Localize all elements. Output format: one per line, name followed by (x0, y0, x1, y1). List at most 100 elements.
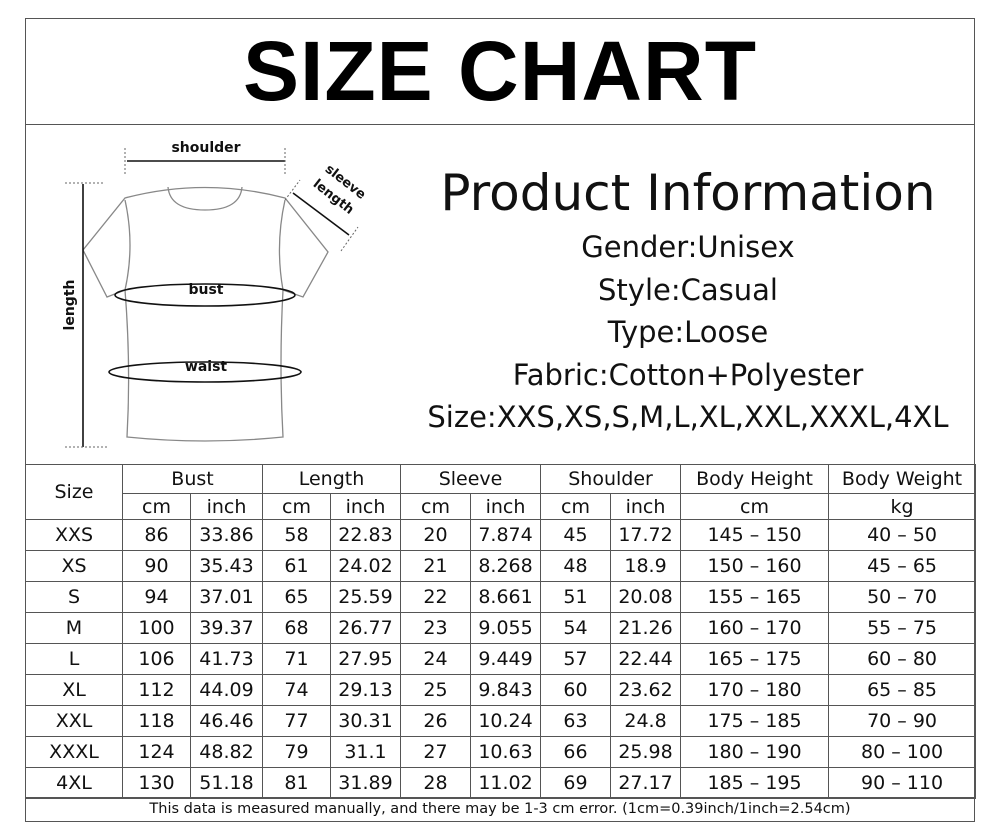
table-cell: 170 – 180 (680, 674, 830, 706)
table-cell: 37.01 (190, 581, 263, 613)
table-cell: 24.02 (329, 550, 402, 582)
table-row: S 94 37.01 65 25.59 22 8.661 51 20.08 155 – 165 50… (25, 581, 977, 613)
measurement-note: This data is measured manually, and ther… (25, 797, 975, 822)
table-cell: 24.8 (610, 705, 682, 737)
page-title: SIZE CHART (243, 24, 757, 118)
table-cell: 8.661 (470, 581, 542, 613)
table-cell: 150 – 160 (680, 550, 830, 582)
table-cell: 65 (262, 581, 331, 613)
table-row: L 106 41.73 71 27.95 24 9.449 57 22.44 165 – 175 6… (25, 643, 977, 675)
unit-header: cm (680, 493, 830, 520)
header-shoulder: Shoulder (540, 464, 682, 494)
table-cell: 44.09 (190, 674, 263, 706)
table-cell: 175 – 185 (680, 705, 830, 737)
size-cell: 4XL (25, 767, 123, 799)
table-cell: 69 (540, 767, 612, 799)
table-cell: 9.449 (470, 643, 542, 675)
table-cell: 100 (122, 612, 191, 644)
size-cell: XS (25, 550, 123, 582)
table-cell: 18.9 (610, 550, 682, 582)
unit-header: inch (190, 493, 263, 520)
table-cell: 79 (262, 736, 331, 768)
table-cell: 26.77 (329, 612, 402, 644)
info-style: Style:Casual (598, 272, 778, 307)
table-cell: 81 (262, 767, 331, 799)
table-cell: 48 (540, 550, 612, 582)
waist-label: waist (185, 359, 228, 375)
table-row: M 100 39.37 68 26.77 23 9.055 54 21.26 160 – 170 5… (25, 612, 977, 644)
header-body-height: Body Height (680, 464, 830, 494)
table-cell: 55 – 75 (828, 612, 977, 644)
table-cell: 40 – 50 (828, 519, 977, 551)
shoulder-label: shoulder (171, 140, 240, 156)
title-box: SIZE CHART (25, 18, 975, 125)
table-cell: 20 (400, 519, 472, 551)
table-cell: 33.86 (190, 519, 263, 551)
table-row: XS 90 35.43 61 24.02 21 8.268 48 18.9 150 – 160 45… (25, 550, 977, 582)
table-cell: 9.055 (470, 612, 542, 644)
table-cell: 23.62 (610, 674, 682, 706)
table-cell: 9.843 (470, 674, 542, 706)
table-cell: 124 (122, 736, 191, 768)
unit-header: inch (610, 493, 682, 520)
unit-header: cm (122, 493, 191, 520)
table-cell: 90 (122, 550, 191, 582)
table-row: XL 112 44.09 74 29.13 25 9.843 60 23.62 170 – 180… (25, 674, 977, 706)
table-cell: 10.63 (470, 736, 542, 768)
table-cell: 165 – 175 (680, 643, 830, 675)
info-heading: Product Information (440, 164, 936, 222)
bust-ellipse (114, 283, 296, 307)
unit-header: kg (828, 493, 977, 520)
table-cell: 106 (122, 643, 191, 675)
table-cell: 22.83 (329, 519, 402, 551)
table-cell: 145 – 150 (680, 519, 830, 551)
table-row: XXL 118 46.46 77 30.31 26 10.24 63 24.8 175 – 185… (25, 705, 977, 737)
length-label: length (62, 280, 78, 331)
table-row: XXXL 124 48.82 79 31.1 27 10.63 66 25.98 180 – 19… (25, 736, 977, 768)
table-cell: 130 (122, 767, 191, 799)
size-cell: S (25, 581, 123, 613)
table-cell: 8.268 (470, 550, 542, 582)
table-cell: 28 (400, 767, 472, 799)
table-cell: 57 (540, 643, 612, 675)
unit-header: inch (470, 493, 542, 520)
table-cell: 26 (400, 705, 472, 737)
table-cell: 80 – 100 (828, 736, 977, 768)
table-cell: 27.95 (329, 643, 402, 675)
table-cell: 77 (262, 705, 331, 737)
table-cell: 155 – 165 (680, 581, 830, 613)
table-cell: 31.1 (329, 736, 402, 768)
waist-ellipse (108, 361, 302, 383)
table-cell: 71 (262, 643, 331, 675)
size-cell: XXXL (25, 736, 123, 768)
table-cell: 35.43 (190, 550, 263, 582)
info-type: Type:Loose (607, 315, 769, 349)
header-body-weight: Body Weight (828, 464, 977, 494)
table-cell: 25.59 (329, 581, 402, 613)
table-cell: 17.72 (610, 519, 682, 551)
info-sizes: Size:XXS,XS,S,M,L,XL,XXL,XXXL,4XL (427, 400, 949, 434)
size-cell: L (25, 643, 123, 675)
table-row: XXS 86 33.86 58 22.83 20 7.874 45 17.72 145 – 150… (25, 519, 977, 551)
info-fabric: Fabric:Cotton+Polyester (512, 357, 864, 392)
table-cell: 46.46 (190, 705, 263, 737)
table-cell: 21.26 (610, 612, 682, 644)
table-cell: 60 (540, 674, 612, 706)
table-cell: 10.24 (470, 705, 542, 737)
unit-header: cm (540, 493, 612, 520)
table-cell: 74 (262, 674, 331, 706)
header-row-groups: Size Bust Length Sleeve Shoulder Body He… (25, 464, 977, 520)
table-cell: 27 (400, 736, 472, 768)
table-cell: 45 – 65 (828, 550, 977, 582)
unit-header: cm (262, 493, 331, 520)
header-sleeve: Sleeve (400, 464, 542, 494)
table-cell: 58 (262, 519, 331, 551)
table-cell: 61 (262, 550, 331, 582)
table-cell: 68 (262, 612, 331, 644)
table-cell: 63 (540, 705, 612, 737)
table-cell: 60 – 80 (828, 643, 977, 675)
table-cell: 90 – 110 (828, 767, 977, 799)
table-cell: 20.08 (610, 581, 682, 613)
size-cell: XL (25, 674, 123, 706)
table-cell: 50 – 70 (828, 581, 977, 613)
